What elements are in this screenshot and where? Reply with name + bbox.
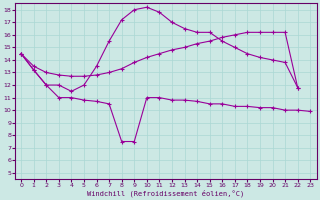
X-axis label: Windchill (Refroidissement éolien,°C): Windchill (Refroidissement éolien,°C) xyxy=(87,189,244,197)
